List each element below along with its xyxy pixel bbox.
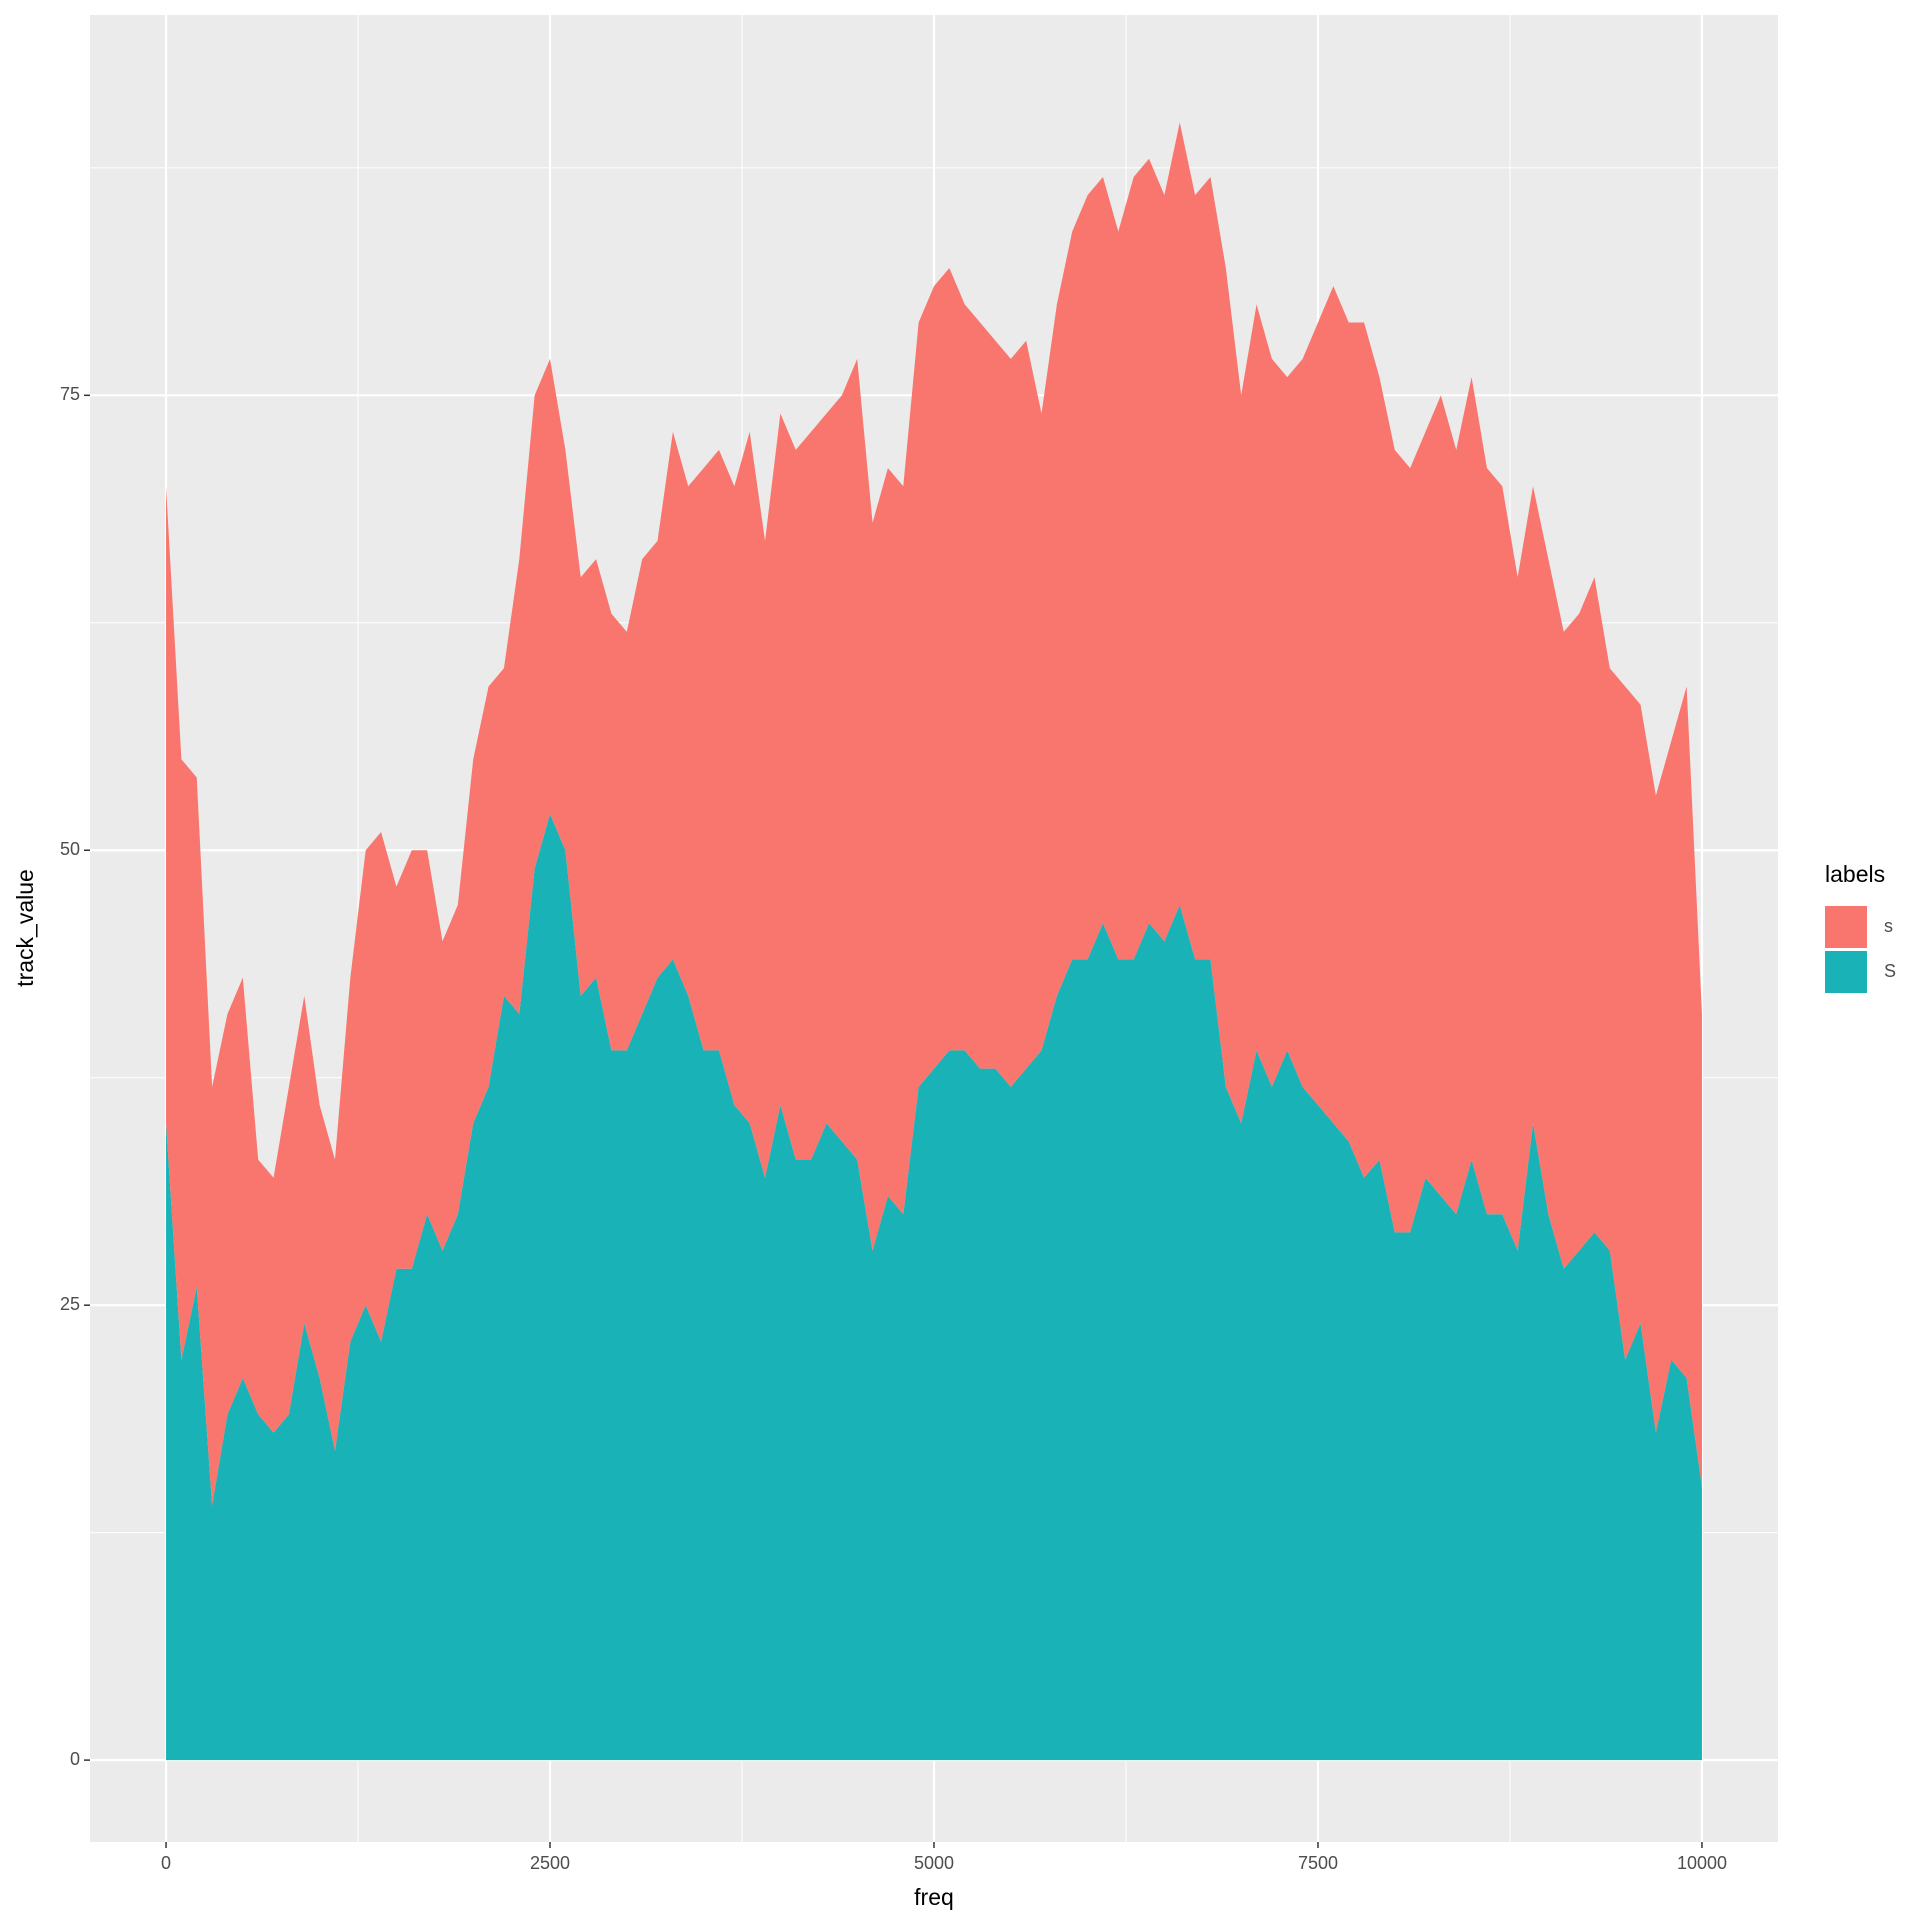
y-tick-label: 50 xyxy=(60,839,80,859)
x-tick-label: 0 xyxy=(161,1853,171,1873)
x-tick-label: 7500 xyxy=(1298,1853,1338,1873)
y-tick-label: 25 xyxy=(60,1294,80,1314)
legend-key xyxy=(1825,951,1867,993)
legend-title: labels xyxy=(1825,861,1885,887)
area xyxy=(166,122,1702,1506)
y-tick-label: 0 xyxy=(70,1749,80,1769)
legend-label: S xyxy=(1884,961,1896,981)
area xyxy=(166,813,1702,1761)
y-tick-label: 75 xyxy=(60,384,80,404)
legend-key xyxy=(1825,906,1867,948)
x-tick-label: 5000 xyxy=(914,1853,954,1873)
legend-label: s xyxy=(1884,916,1893,936)
y-axis-title: track_value xyxy=(12,869,38,987)
x-tick-label: 2500 xyxy=(530,1853,570,1873)
x-tick-label: 10000 xyxy=(1677,1853,1727,1873)
x-axis-title: freq xyxy=(914,1884,954,1910)
